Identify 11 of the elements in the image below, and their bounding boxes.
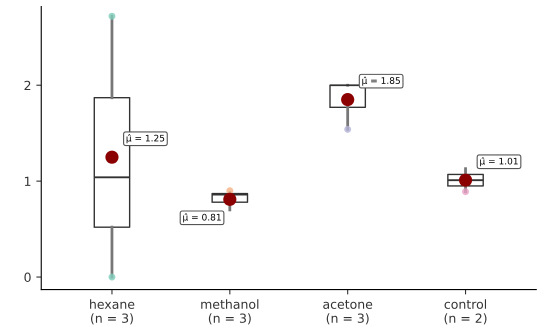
x-tick-label: control (n = 2)	[444, 299, 486, 324]
data-label: μ̂ = 1.25	[126, 134, 164, 144]
data-label: μ̂ = 1.01	[480, 157, 518, 166]
x-tick-label: hexane (n = 3)	[90, 299, 134, 324]
y-tick-label: 2	[24, 80, 30, 90]
x-tick-label: methanol (n = 3)	[201, 299, 258, 324]
y-tick-label: 1	[24, 176, 30, 186]
data-label: μ̂ = 0.81	[183, 213, 221, 222]
data-label: μ̂ = 1.85	[362, 76, 400, 86]
y-tick-label: 0	[24, 272, 31, 282]
x-tick-label: acetone (n = 3)	[323, 300, 372, 324]
